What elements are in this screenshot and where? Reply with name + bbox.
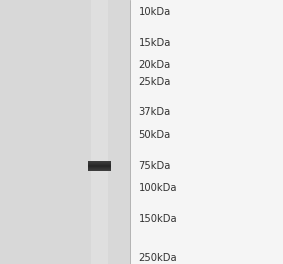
Text: 10kDa: 10kDa [139, 7, 171, 17]
Text: 75kDa: 75kDa [139, 161, 171, 171]
Bar [91, 0, 108, 264]
Text: 250kDa: 250kDa [139, 253, 177, 263]
Bar [130, 0, 283, 264]
Bar [0, 0, 130, 264]
Text: 25kDa: 25kDa [139, 77, 171, 87]
Text: 50kDa: 50kDa [139, 130, 171, 140]
Text: 150kDa: 150kDa [139, 214, 177, 224]
Text: 15kDa: 15kDa [139, 38, 171, 48]
Text: 100kDa: 100kDa [139, 183, 177, 193]
Text: 37kDa: 37kDa [139, 107, 171, 117]
Text: 20kDa: 20kDa [139, 60, 171, 70]
